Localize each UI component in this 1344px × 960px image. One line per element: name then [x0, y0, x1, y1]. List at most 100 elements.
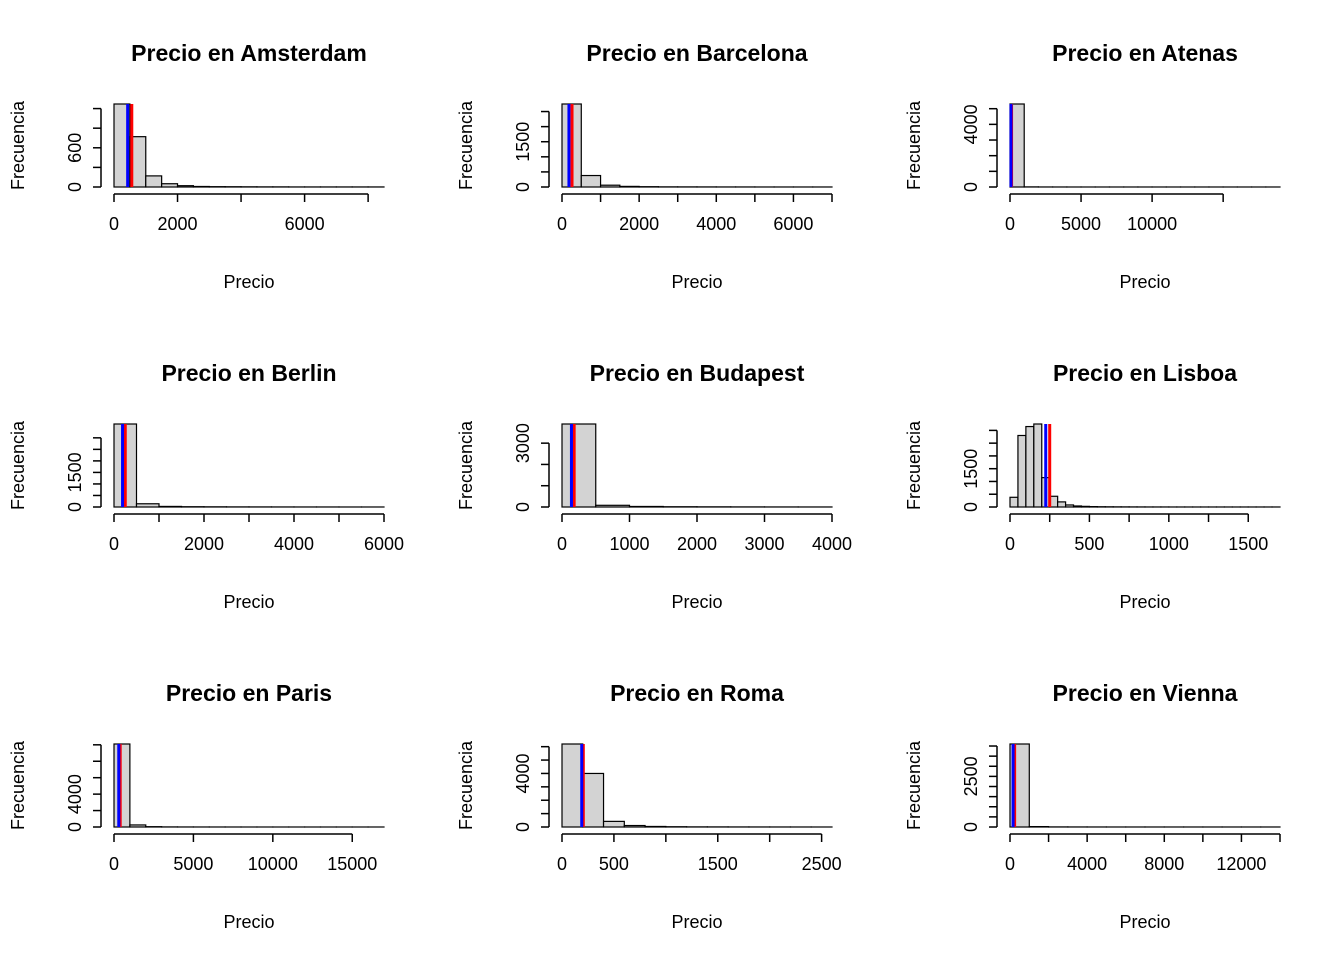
x-axis-label: Precio — [1119, 912, 1170, 932]
x-tick-label: 1500 — [698, 854, 738, 874]
x-tick-label: 0 — [1005, 534, 1015, 554]
histogram-bar — [158, 505, 183, 508]
histogram-bar — [1025, 425, 1035, 508]
chart-title: Precio en Lisboa — [1053, 360, 1237, 386]
histogram-bar — [176, 185, 195, 188]
y-tick-label: 1500 — [961, 449, 981, 489]
x-tick-label: 6000 — [364, 534, 404, 554]
chart-title: Precio en Paris — [166, 680, 332, 706]
histogram-panel: Precio en Budapest Precio Frecuencia 0 1000 2… — [456, 360, 852, 612]
histogram-bar — [135, 503, 160, 508]
histogram-bar — [1072, 505, 1083, 508]
histogram-bar — [619, 185, 640, 188]
histogram-bar — [1009, 496, 1019, 508]
x-tick-label: 8000 — [1144, 854, 1184, 874]
histogram-bar — [113, 743, 131, 828]
histogram-bar — [129, 136, 147, 188]
chart-title: Precio en Budapest — [590, 360, 805, 386]
histogram-panel: Precio en Paris Precio Frecuencia 0 5000 1000… — [8, 680, 385, 932]
x-tick-label: 10000 — [248, 854, 298, 874]
x-axis-label: Precio — [1119, 272, 1170, 292]
x-tick-label: 1000 — [1149, 534, 1189, 554]
histogram-panel: Precio en Barcelona Precio Frecuencia 0 2000… — [456, 40, 833, 292]
chart-title: Precio en Atenas — [1052, 40, 1238, 66]
x-tick-label: 5000 — [1061, 214, 1101, 234]
histogram-bar — [595, 504, 631, 508]
histogram-bar — [1064, 504, 1075, 508]
histogram-panel: Precio en Atenas Precio Frecuencia 0 5000 100… — [904, 40, 1281, 292]
y-axis-label: Frecuencia — [8, 420, 28, 510]
x-tick-label: 0 — [557, 534, 567, 554]
x-tick-label: 0 — [109, 854, 119, 874]
histogram-bar — [644, 825, 667, 828]
y-tick-label: 3000 — [513, 423, 533, 463]
x-tick-label: 0 — [557, 214, 567, 234]
y-axis-label: Frecuencia — [8, 740, 28, 830]
x-tick-label: 10000 — [1127, 214, 1177, 234]
y-tick-label: 4000 — [65, 774, 85, 814]
x-tick-label: 6000 — [285, 214, 325, 234]
chart-title: Precio en Barcelona — [586, 40, 807, 66]
y-axis-label: Frecuencia — [904, 740, 924, 830]
x-tick-label: 2000 — [677, 534, 717, 554]
histogram-bar — [580, 174, 602, 188]
histogram-panel: Precio en Vienna Precio Frecuencia 0 4000 800… — [904, 680, 1281, 932]
chart-title: Precio en Amsterdam — [131, 40, 367, 66]
x-tick-label: 15000 — [327, 854, 377, 874]
x-tick-label: 500 — [599, 854, 629, 874]
y-tick-label: 0 — [513, 822, 533, 832]
y-tick-label: 4000 — [961, 104, 981, 144]
histogram-bar — [599, 184, 621, 188]
histogram-panel: Precio en Roma Precio Frecuencia 0 500 1500 25… — [456, 680, 842, 932]
y-axis-label: Frecuencia — [904, 100, 924, 190]
x-tick-label: 4000 — [696, 214, 736, 234]
y-tick-label: 0 — [65, 502, 85, 512]
histogram-bar — [1033, 423, 1043, 508]
histogram-bar — [1057, 501, 1067, 508]
x-tick-label: 6000 — [773, 214, 813, 234]
histogram-bar — [161, 183, 179, 188]
histogram-bar — [1017, 434, 1027, 508]
x-tick-label: 2000 — [184, 534, 224, 554]
y-axis-label: Frecuencia — [456, 420, 476, 510]
x-axis-label: Precio — [671, 912, 722, 932]
histogram-bar — [623, 824, 646, 828]
x-tick-label: 12000 — [1216, 854, 1266, 874]
histogram-panel: Precio en Berlin Precio Frecuencia 0 2000 400… — [8, 360, 404, 612]
histogram-panel: Precio en Amsterdam Precio Frecuencia 0 2000… — [8, 40, 385, 292]
x-tick-label: 0 — [109, 534, 119, 554]
y-axis-label: Frecuencia — [8, 100, 28, 190]
x-tick-label: 4000 — [1067, 854, 1107, 874]
y-tick-label: 2500 — [961, 756, 981, 796]
y-tick-label: 0 — [65, 822, 85, 832]
y-tick-label: 0 — [961, 822, 981, 832]
chart-title: Precio en Vienna — [1053, 680, 1238, 706]
x-tick-label: 3000 — [744, 534, 784, 554]
x-axis-label: Precio — [671, 272, 722, 292]
y-tick-label: 4000 — [513, 753, 533, 793]
x-tick-label: 2000 — [619, 214, 659, 234]
x-axis-label: Precio — [223, 912, 274, 932]
chart-title: Precio en Berlin — [161, 360, 336, 386]
y-axis-label: Frecuencia — [456, 100, 476, 190]
y-tick-label: 1500 — [513, 122, 533, 162]
x-tick-label: 0 — [1005, 214, 1015, 234]
x-tick-label: 500 — [1074, 534, 1104, 554]
histogram-bar — [561, 423, 597, 508]
histogram-bar — [602, 820, 625, 828]
y-tick-label: 0 — [65, 182, 85, 192]
histogram-bar — [145, 175, 163, 188]
x-tick-label: 1000 — [609, 534, 649, 554]
y-tick-label: 0 — [513, 502, 533, 512]
histogram-bar — [582, 772, 605, 828]
x-tick-label: 2500 — [802, 854, 842, 874]
histogram-bar — [628, 505, 664, 508]
x-tick-label: 0 — [109, 214, 119, 234]
x-axis-label: Precio — [671, 592, 722, 612]
histogram-bar — [1080, 505, 1091, 508]
histogram-panel: Precio en Lisboa Precio Frecuencia 0 500 1000… — [904, 360, 1281, 612]
histogram-bar — [561, 743, 584, 828]
x-axis-label: Precio — [1119, 592, 1170, 612]
x-axis-label: Precio — [223, 592, 274, 612]
